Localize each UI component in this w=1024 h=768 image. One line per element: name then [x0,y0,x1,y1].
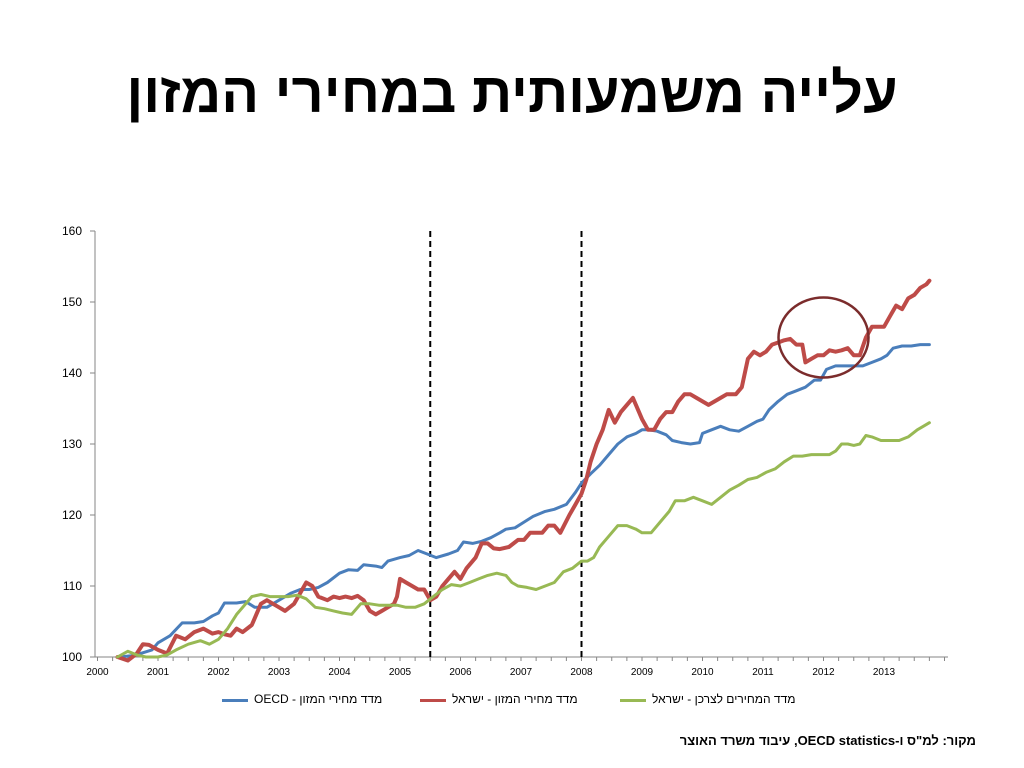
chart-legend: מדד מחירי המזון - OECD מדד מחירי המזון -… [0,690,1024,712]
slide-title: עלייה משמעותית במחירי המזון [126,61,898,124]
y-tick-label: 100 [62,650,82,664]
legend-swatch-israel-food [420,699,446,702]
x-tick-label: 2004 [328,667,351,678]
x-tick-label: 2003 [268,667,291,678]
y-tick-label: 120 [62,508,82,522]
highlight-circle [777,296,870,379]
y-tick-label: 130 [62,437,82,451]
legend-label-oecd: מדד מחירי המזון - OECD [254,692,383,706]
source-note: מקור: למ"ס ו-OECD statistics, עיבוד משרד… [679,733,976,748]
x-tick-label: 2002 [207,667,230,678]
y-tick-label: 140 [62,366,82,380]
annotations [777,296,870,379]
x-tick-label: 2000 [86,667,109,678]
x-tick-label: 2008 [570,667,593,678]
y-tick-label: 110 [63,579,82,593]
chart-axes: 100 110 120 130 140 150 160 2000 2001 2002 2003 200… [62,224,948,678]
x-tick-label: 2011 [752,667,774,678]
legend-item-israel-food: מדד מחירי המזון - ישראל [420,690,620,710]
x-tick-label: 2012 [812,667,835,678]
series-line-oecd-food [116,343,931,659]
legend-label-israel-food: מדד מחירי המזון - ישראל [452,692,578,706]
x-tick-label: 2005 [389,667,412,678]
x-tick-label: 2006 [449,667,472,678]
event-lines [429,231,583,657]
legend-label-israel-cpi: מדד המחירים לצרכן - ישראל [652,692,796,706]
series-lines [115,278,932,663]
legend-item-israel-cpi: מדד המחירים לצרכן - ישראל [620,690,820,710]
legend-swatch-israel-cpi [620,699,646,702]
x-tick-label: 2007 [510,667,533,678]
x-tick-label: 2013 [873,667,896,678]
y-tick-label: 160 [62,224,82,238]
y-tick-label: 150 [62,295,82,309]
x-tick-label: 2001 [147,667,170,678]
series-line-israel-food [115,278,932,663]
series-line-israel-cpi [116,421,931,659]
legend-item-oecd: מדד מחירי המזון - OECD [222,690,422,710]
x-tick-label: 2010 [691,667,714,678]
x-tick-label: 2009 [631,667,654,678]
legend-swatch-oecd [222,699,248,702]
